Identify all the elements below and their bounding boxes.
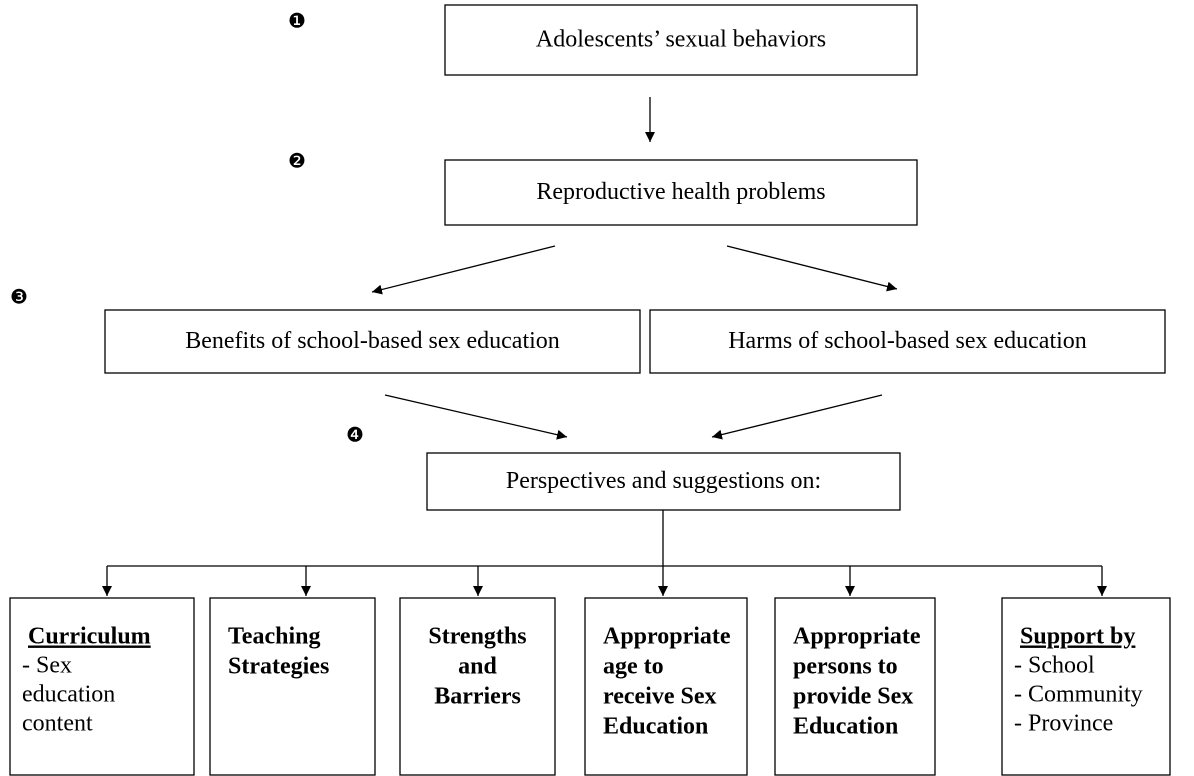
arrow: [371, 245, 556, 295]
topic-line: - Province: [1014, 711, 1113, 737]
step-marker: ❸: [10, 285, 28, 309]
arrow: [384, 394, 568, 440]
topic-box: [9, 597, 195, 776]
topic-box: [1001, 597, 1171, 776]
node-box: [444, 159, 918, 226]
topic-box: [774, 597, 936, 776]
topic-line: Appropriate: [793, 624, 921, 650]
arrow: [726, 245, 898, 292]
step-marker: ❶: [288, 9, 306, 33]
node-box: [444, 4, 918, 76]
topic-line: Strategies: [228, 654, 329, 680]
topic-box: [209, 597, 376, 776]
step-marker: ❹: [346, 423, 364, 447]
topic-line: content: [22, 711, 93, 737]
node-label: Harms of school-based sex education: [728, 328, 1087, 354]
topic-line: Education: [603, 714, 708, 740]
topic-line: age to: [603, 654, 664, 680]
topic-line: - Sex: [22, 653, 72, 679]
topic-line: Appropriate: [603, 624, 731, 650]
topic-line: - School: [1014, 653, 1095, 679]
node-label: Adolescents’ sexual behaviors: [536, 27, 826, 53]
node-box: [649, 309, 1166, 374]
topic-line: provide Sex: [793, 684, 913, 710]
topic-box: [584, 597, 748, 776]
topic-heading: Curriculum: [28, 624, 151, 650]
topic-heading: Support by: [1020, 624, 1135, 650]
step-marker: ❷: [288, 149, 306, 173]
topic-line: Barriers: [434, 684, 521, 710]
topic-line: - Community: [1014, 682, 1143, 708]
node-label: Reproductive health problems: [536, 179, 825, 205]
topic-line: receive Sex: [603, 684, 717, 710]
topic-line: and: [458, 654, 497, 680]
node-box: [426, 452, 901, 511]
arrow: [711, 394, 883, 440]
topic-line: Strengths: [428, 624, 526, 650]
topic-line: education: [22, 682, 115, 708]
topic-box: [399, 597, 556, 776]
node-label: Perspectives and suggestions on:: [506, 468, 821, 494]
connectors: [107, 97, 1102, 567]
topic-line: persons to: [793, 654, 898, 680]
node-box: [104, 309, 641, 374]
node-label: Benefits of school-based sex education: [185, 328, 560, 354]
topic-line: Education: [793, 714, 898, 740]
topic-line: Teaching: [228, 624, 320, 650]
